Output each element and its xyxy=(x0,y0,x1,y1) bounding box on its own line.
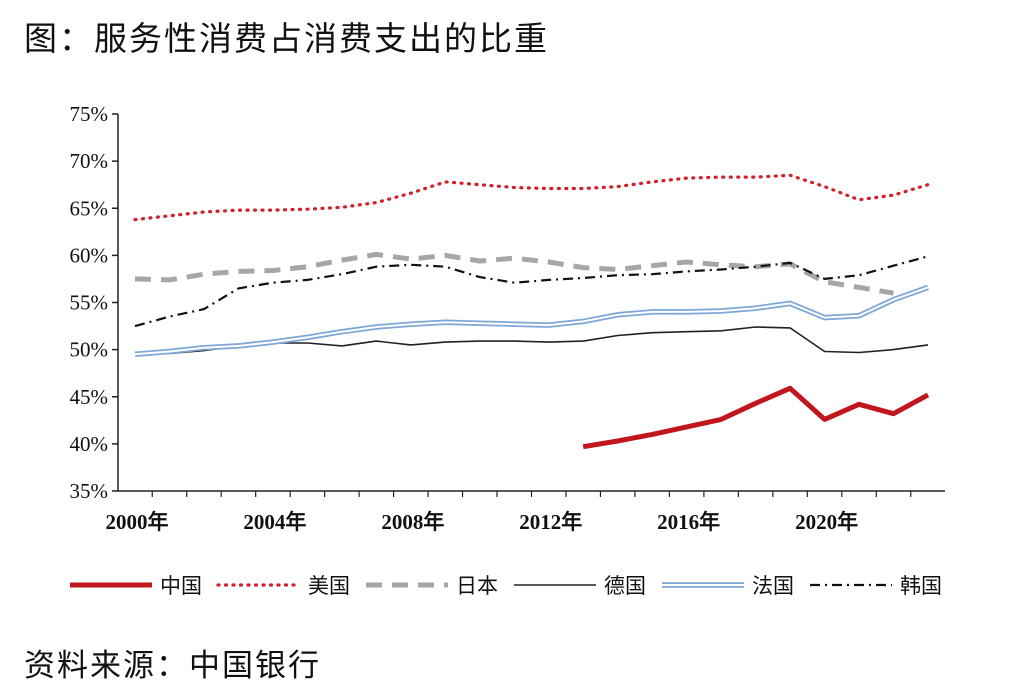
series-lines xyxy=(135,175,928,447)
y-tick-label: 40% xyxy=(70,432,109,456)
series-line xyxy=(583,388,928,446)
y-tick-label: 75% xyxy=(70,102,109,126)
legend-item: 德国 xyxy=(514,574,646,598)
legend-label: 法国 xyxy=(752,574,794,598)
y-axis: 35% 40% 45% 50% 55% 60% 65% 70% 75% xyxy=(70,102,119,503)
y-tick-label: 50% xyxy=(70,338,109,362)
x-tick-label: 2012年 xyxy=(519,510,582,534)
y-tick-label: 55% xyxy=(70,291,109,315)
legend-item: 中国 xyxy=(70,574,202,598)
source-note: 资料来源：中国银行 xyxy=(24,640,321,685)
x-axis: 2000年 2004年 2008年 2012年 2016年 2020年 xyxy=(106,491,946,534)
series-line xyxy=(135,287,928,354)
legend: 中国 美国 日本 德国 法国 韩国 xyxy=(70,574,942,598)
y-tick-label: 65% xyxy=(70,196,109,220)
series-thin-solid xyxy=(135,327,928,355)
series-line xyxy=(135,175,928,219)
legend-item: 美国 xyxy=(218,574,350,598)
legend-item: 法国 xyxy=(662,574,794,598)
x-tick-label: 2008年 xyxy=(381,510,444,534)
series-thick-solid xyxy=(583,388,928,447)
legend-label: 中国 xyxy=(160,574,202,598)
x-tick-label: 2020年 xyxy=(795,510,858,534)
series-line xyxy=(135,327,928,354)
legend-label: 日本 xyxy=(456,574,498,598)
x-tick-label: 2016年 xyxy=(657,510,720,534)
y-tick-label: 45% xyxy=(70,385,109,409)
series-double xyxy=(135,287,928,354)
series-line xyxy=(135,256,928,326)
x-tick-label: 2000年 xyxy=(106,510,169,534)
legend-label: 德国 xyxy=(604,574,646,598)
legend-item: 日本 xyxy=(366,574,498,598)
y-tick-label: 35% xyxy=(70,479,109,503)
legend-label: 美国 xyxy=(308,574,350,598)
series-dashed xyxy=(135,254,894,293)
legend-item: 韩国 xyxy=(810,574,942,598)
y-tick-label: 70% xyxy=(70,149,109,173)
series-line xyxy=(135,254,894,293)
x-tick-label: 2004年 xyxy=(243,510,306,534)
series-dash-dot xyxy=(135,256,928,326)
y-tick-label: 60% xyxy=(70,243,109,267)
series-dotted xyxy=(135,175,928,219)
legend-label: 韩国 xyxy=(900,574,942,598)
